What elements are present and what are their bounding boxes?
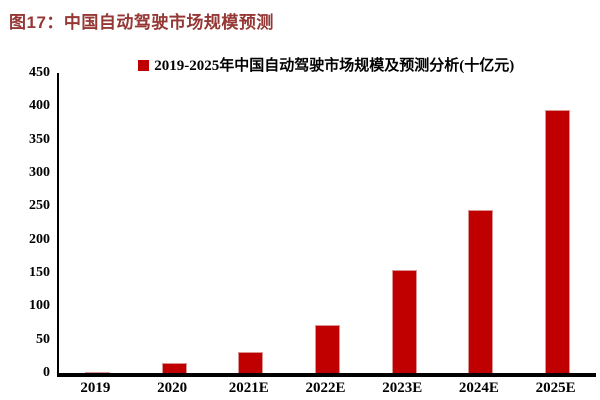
x-tick-2023E: 2023E	[382, 380, 423, 396]
x-tick-2019: 2019	[80, 380, 111, 396]
legend-label: 2019-2025年中国自动驾驶市场规模及预测分析(十亿元)	[154, 58, 515, 74]
y-tick-50: 50	[36, 331, 50, 347]
bar-2023E	[391, 269, 417, 373]
y-tick-350: 350	[29, 131, 50, 147]
figure-title: 图17：中国自动驾驶市场规模预测	[9, 13, 274, 32]
x-tick-2021E: 2021E	[228, 380, 269, 396]
bar-2021E	[238, 351, 264, 373]
bar-2022E	[315, 325, 340, 373]
bar-2020	[161, 363, 187, 373]
y-tick-100: 100	[29, 298, 50, 314]
y-tick-250: 250	[29, 198, 50, 214]
y-tick-400: 400	[29, 98, 50, 114]
x-tick-2025E: 2025E	[535, 380, 576, 396]
bar-2025E	[545, 109, 571, 373]
y-tick-450: 450	[29, 65, 50, 80]
y-tick-200: 200	[29, 231, 50, 247]
y-tick-150: 150	[29, 265, 50, 280]
y-tick-300: 300	[29, 165, 50, 180]
bar-chart-plot-area	[57, 73, 596, 377]
bar-2019	[84, 371, 110, 373]
bar-2024E	[468, 209, 494, 373]
legend-square-marker-icon	[137, 60, 149, 71]
y-tick-0: 0	[43, 365, 50, 380]
chart-legend: 2019-2025年中国自动驾驶市场规模及预测分析(十亿元)	[57, 54, 595, 75]
x-tick-2020: 2020	[157, 380, 188, 396]
x-tick-2024E: 2024E	[458, 380, 499, 396]
x-tick-2022E: 2022E	[305, 380, 346, 396]
